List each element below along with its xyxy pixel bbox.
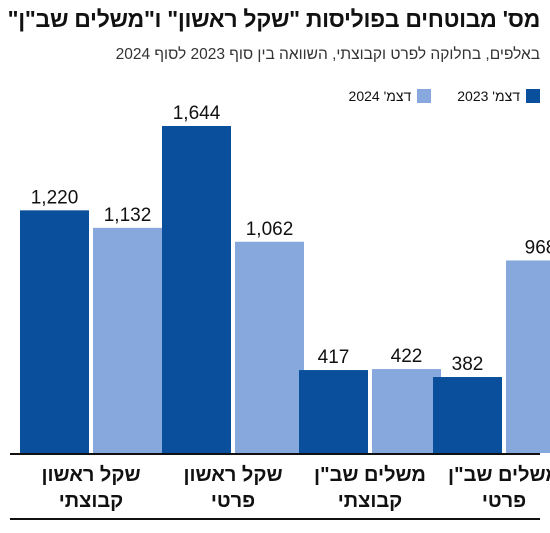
category-label-g1-l1: פרטי bbox=[211, 490, 255, 512]
bar-g1-s1 bbox=[235, 241, 304, 453]
data-label-g2-s1: 422 bbox=[391, 346, 423, 367]
legend: דצמ' 2023 דצמ' 2024 bbox=[349, 88, 540, 104]
category-label-g2-l0: משלים שב"ן bbox=[314, 464, 426, 486]
bar-g0-s0 bbox=[20, 210, 89, 453]
bottom-rule bbox=[10, 518, 540, 520]
category-label-g3-l0: משלים שב"ן bbox=[448, 464, 550, 486]
category-label-g3-l1: פרטי bbox=[482, 490, 526, 512]
data-label-g2-s0: 417 bbox=[318, 347, 350, 368]
data-label-g1-s1: 1,062 bbox=[246, 219, 294, 240]
category-label-g2-l1: קבוצתי bbox=[338, 490, 402, 512]
legend-swatch-2024 bbox=[417, 89, 432, 103]
bar-g3-s1 bbox=[506, 260, 550, 453]
data-label-g3-s0: 382 bbox=[452, 354, 484, 375]
data-label-g0-s1: 1,132 bbox=[104, 205, 152, 226]
legend-item-2023: דצמ' 2023 bbox=[457, 88, 540, 104]
category-label-g0-l0: שקל ראשון bbox=[41, 464, 140, 486]
legend-item-2024: דצמ' 2024 bbox=[349, 88, 432, 104]
legend-label-2023: דצמ' 2023 bbox=[457, 88, 520, 104]
chart-title: מס' מבוטחים בפוליסות "שקל ראשון" ו"משלים… bbox=[7, 6, 541, 32]
data-label-g3-s1: 968 bbox=[525, 237, 550, 258]
category-label-g0-l1: קבוצתי bbox=[59, 490, 123, 512]
category-label-g1-l0: שקל ראשון bbox=[183, 464, 282, 486]
bar-g2-s1 bbox=[372, 369, 441, 453]
legend-label-2024: דצמ' 2024 bbox=[348, 88, 412, 104]
legend-swatch-2023 bbox=[526, 89, 540, 103]
bar-g0-s1 bbox=[93, 227, 162, 453]
bar-g2-s0 bbox=[299, 370, 368, 453]
bar-g1-s0 bbox=[162, 126, 231, 453]
bar-g3-s0 bbox=[433, 377, 502, 453]
data-label-g1-s0: 1,644 bbox=[173, 103, 221, 124]
data-label-g0-s0: 1,220 bbox=[31, 187, 79, 208]
chart-subtitle: באלפים, בחלוקה לפרט וקבוצתי, השוואה בין … bbox=[115, 46, 540, 63]
